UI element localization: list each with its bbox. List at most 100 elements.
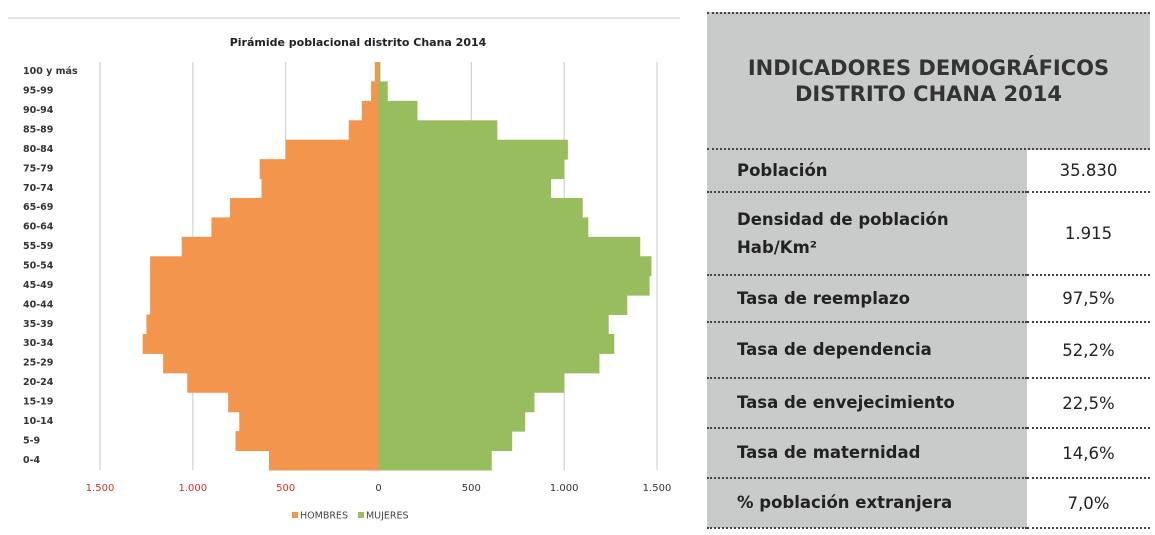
x-tick-label: 500	[462, 483, 481, 494]
bar	[378, 450, 492, 471]
y-tick-label: 90-94	[23, 105, 54, 116]
indicator-value: 22,5%	[1027, 378, 1150, 429]
indicator-value: 1.915	[1027, 192, 1150, 276]
legend-swatch	[357, 512, 364, 518]
indicator-value: 14,6%	[1027, 428, 1150, 479]
indicator-value: 52,2%	[1027, 322, 1150, 379]
bar	[371, 81, 379, 102]
bar	[150, 295, 379, 316]
indicator-panel: INDICADORES DEMOGRÁFICOS DISTRITO CHANA …	[707, 12, 1150, 529]
bar	[228, 392, 379, 413]
bar	[146, 314, 379, 335]
y-tick-label: 100 y más	[23, 66, 78, 77]
x-tick-label: 1.000	[179, 483, 208, 494]
bar	[261, 178, 379, 199]
table-row: Tasa de dependencia 52,2%	[707, 322, 1150, 379]
bar	[378, 236, 641, 257]
table-row: Densidad de población Hab/Km² 1.915	[707, 192, 1150, 276]
bar	[211, 217, 379, 238]
bar	[285, 139, 379, 160]
indicator-label: Tasa de reemplazo	[707, 275, 1027, 323]
x-tick-label: 1.500	[643, 483, 672, 494]
y-tick-label: 15-19	[23, 397, 53, 408]
bar	[378, 372, 565, 393]
legend-swatch	[292, 512, 298, 518]
indicator-label: Población	[707, 150, 1027, 193]
chart-title: Pirámide poblacional distrito Chana 2014	[230, 36, 487, 49]
y-tick-label: 60-64	[23, 222, 54, 233]
bar	[361, 100, 379, 121]
bar	[378, 431, 513, 452]
legend-label: HOMBRES	[300, 511, 348, 522]
y-tick-label: 0-4	[23, 455, 41, 466]
y-tick-label: 20-24	[23, 377, 54, 388]
indicator-value: 7,0%	[1027, 478, 1150, 529]
y-tick-label: 75-79	[23, 163, 53, 174]
bar	[268, 450, 379, 471]
y-tick-label: 70-74	[23, 183, 54, 194]
y-tick-label: 80-84	[23, 144, 54, 155]
y-tick-label: 55-59	[23, 241, 53, 252]
bar	[378, 120, 498, 141]
bar	[378, 411, 526, 432]
indicator-label: Tasa de maternidad	[707, 428, 1027, 479]
chart: Pirámide poblacional distrito Chana 2014…	[8, 17, 680, 522]
bar	[378, 198, 583, 218]
bar	[378, 295, 628, 316]
bar	[378, 139, 568, 160]
y-tick-label: 35-39	[23, 319, 53, 330]
x-tick-label: 0	[375, 483, 381, 494]
indicator-value: 35.830	[1027, 150, 1150, 193]
table-row: Tasa de envejecimiento 22,5%	[707, 378, 1150, 429]
bar	[378, 217, 589, 238]
bar	[229, 198, 379, 218]
indicator-value: 97,5%	[1027, 275, 1150, 323]
bar	[181, 236, 379, 257]
bar	[378, 334, 615, 354]
y-tick-label: 5-9	[23, 435, 40, 446]
bar	[239, 411, 379, 432]
bar	[163, 353, 379, 374]
bar	[378, 392, 535, 413]
y-tick-label: 45-49	[23, 280, 53, 291]
bar	[378, 81, 388, 102]
table-row: Tasa de reemplazo 97,5%	[707, 275, 1150, 323]
bar	[348, 120, 379, 141]
bar	[150, 275, 379, 296]
indicator-label: Tasa de envejecimiento	[707, 378, 1027, 429]
x-tick-label: 1.000	[550, 483, 579, 494]
bar	[378, 256, 652, 277]
x-tick-label: 1.500	[86, 483, 115, 494]
bar	[378, 100, 418, 121]
bar	[378, 275, 650, 296]
indicator-label: Densidad de población Hab/Km²	[707, 192, 1027, 276]
y-tick-label: 65-69	[23, 202, 53, 213]
bar	[378, 178, 552, 199]
y-tick-label: 95-99	[23, 86, 53, 97]
bar	[378, 353, 600, 374]
bar	[374, 62, 379, 82]
y-tick-label: 30-34	[23, 338, 54, 349]
legend-label: MUJERES	[366, 511, 409, 522]
y-tick-label: 25-29	[23, 358, 53, 369]
bar	[142, 334, 379, 354]
bar	[259, 159, 379, 180]
y-tick-label: 10-14	[23, 416, 54, 427]
table-row: % población extranjera 7,0%	[707, 478, 1150, 529]
panel-title: INDICADORES DEMOGRÁFICOS DISTRITO CHANA …	[707, 12, 1150, 150]
x-tick-label: 500	[276, 483, 295, 494]
bar	[378, 62, 381, 82]
table-row: Población 35.830	[707, 150, 1150, 193]
bar	[187, 372, 379, 393]
bar	[150, 256, 379, 277]
y-tick-label: 50-54	[23, 261, 54, 272]
bar	[235, 431, 379, 452]
bar	[378, 159, 565, 180]
table-row: Tasa de maternidad 14,6%	[707, 428, 1150, 479]
indicator-label: Tasa de dependencia	[707, 322, 1027, 379]
indicator-label: % población extranjera	[707, 478, 1027, 529]
y-tick-label: 85-89	[23, 125, 53, 136]
indicator-table: Población 35.830 Densidad de población Hab…	[707, 150, 1150, 529]
bar	[378, 314, 609, 335]
